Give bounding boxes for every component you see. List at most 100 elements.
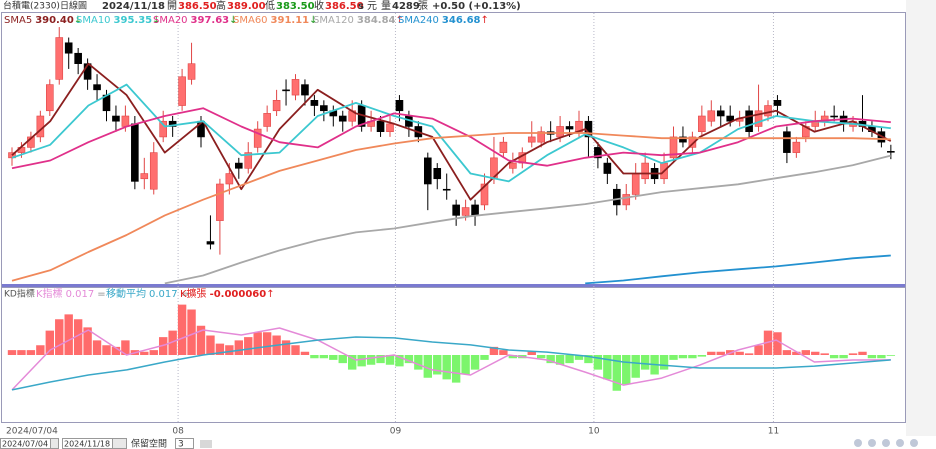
candle-body <box>225 173 234 185</box>
histogram-bar <box>508 355 518 359</box>
candle-body <box>168 120 177 127</box>
reserve-label: 保留空間 <box>131 438 167 449</box>
candle-body <box>8 152 16 159</box>
close-label: 收 <box>314 0 324 12</box>
histogram-bar <box>310 355 319 359</box>
reset-icon[interactable] <box>896 439 904 447</box>
histogram-bar <box>26 350 36 355</box>
legend-name: SMA60 <box>233 15 268 26</box>
histogram-bar <box>669 355 678 360</box>
candle-body <box>74 52 82 64</box>
legend-arrow: ↑ <box>396 15 404 26</box>
legend-arrow: ↑ <box>266 289 274 300</box>
candle-body <box>641 162 649 180</box>
candle-body <box>452 204 460 216</box>
histogram-bar <box>348 355 357 370</box>
zoom-in-icon[interactable] <box>882 439 890 447</box>
histogram-bar <box>357 355 366 367</box>
oscillator-line <box>11 327 891 391</box>
candle-body <box>471 204 479 216</box>
lower-panel-frame <box>1 287 906 423</box>
candle-body <box>612 188 621 206</box>
candle-body <box>282 89 290 92</box>
open-value: 386.50 <box>178 1 217 12</box>
high-label: 高 <box>216 0 226 12</box>
histogram-bar <box>92 340 102 355</box>
legend-arrow: = <box>97 289 105 300</box>
settings-icon[interactable] <box>910 439 918 447</box>
legend-name: 移動平均 <box>106 287 146 300</box>
legend-value: 391.11 <box>271 15 310 26</box>
histogram-bar <box>149 350 158 355</box>
histogram-bar <box>565 355 574 364</box>
histogram-bar <box>546 355 555 364</box>
histogram-bar <box>858 351 867 355</box>
candle-body <box>244 152 253 169</box>
candle-body <box>726 115 735 122</box>
legend-entry: SMA60 391.11↓ <box>233 15 318 26</box>
x-tick-label: 11 <box>768 427 779 437</box>
candle-body <box>140 173 149 180</box>
histogram-bar <box>593 355 603 370</box>
candle-body <box>338 115 347 122</box>
histogram-bar <box>83 327 92 355</box>
start-date-button[interactable] <box>50 438 59 449</box>
legend-value: 397.63 <box>191 15 230 26</box>
histogram-bar <box>839 355 848 359</box>
histogram-bar <box>792 351 801 355</box>
legend-arrow: ↑ <box>481 15 489 26</box>
histogram-bar <box>206 335 215 355</box>
histogram-bar <box>376 355 385 364</box>
zoom-out-icon[interactable] <box>868 439 876 447</box>
low-value: 383.50 <box>276 1 315 12</box>
legend-entry: K擴張 -0.000060↑ <box>180 287 275 300</box>
histogram-bar <box>470 355 480 370</box>
candle-body <box>698 115 706 132</box>
candle-body <box>792 141 801 153</box>
histogram-bar <box>234 340 243 355</box>
legend-value: 384.84 <box>357 15 396 26</box>
candle-body <box>310 100 319 106</box>
candle-body <box>216 183 224 221</box>
candle-body <box>565 126 574 130</box>
histogram-bar <box>215 343 225 355</box>
legend-value: 0.017 <box>66 289 95 300</box>
option-button[interactable] <box>200 440 212 448</box>
period: 日線圖 <box>60 0 87 12</box>
histogram-bar <box>603 355 612 380</box>
legend-arrow: ↓ <box>152 15 160 26</box>
end-date-button[interactable] <box>112 438 127 449</box>
histogram-bar <box>754 345 763 355</box>
x-tick-label: 2024/07/04 <box>6 427 58 437</box>
histogram-bar <box>196 325 206 355</box>
legend-name: SMA20 <box>153 15 188 26</box>
end-date: 2024/11/18 <box>64 440 110 449</box>
histogram-bar <box>225 345 234 355</box>
histogram-bar <box>801 350 810 355</box>
histogram-bar <box>177 304 187 355</box>
candle-body <box>206 241 215 245</box>
oscillator-line <box>11 336 891 391</box>
legend-value: -0.000060 <box>210 289 267 300</box>
ma-line <box>11 107 891 170</box>
legend-arrow: ↓ <box>229 15 237 26</box>
histogram-bar <box>537 355 546 359</box>
legend-value: 390.40 <box>35 15 74 26</box>
legend-name: SMA120 <box>313 15 354 26</box>
histogram-bar <box>612 355 621 391</box>
candle-body <box>764 105 772 117</box>
close-flag: s <box>358 1 364 12</box>
candle-body <box>36 115 45 138</box>
candle-body <box>159 120 167 138</box>
scroll-icon[interactable] <box>854 439 862 447</box>
histogram-bar <box>414 355 423 370</box>
legend-name: SMA5 <box>4 15 32 26</box>
candle-body <box>527 136 536 143</box>
legend-entry: SMA120 384.84↑ <box>313 15 404 26</box>
low-label: 低 <box>265 0 275 12</box>
x-tick-label: 10 <box>588 427 600 437</box>
histogram-bar <box>168 330 177 355</box>
